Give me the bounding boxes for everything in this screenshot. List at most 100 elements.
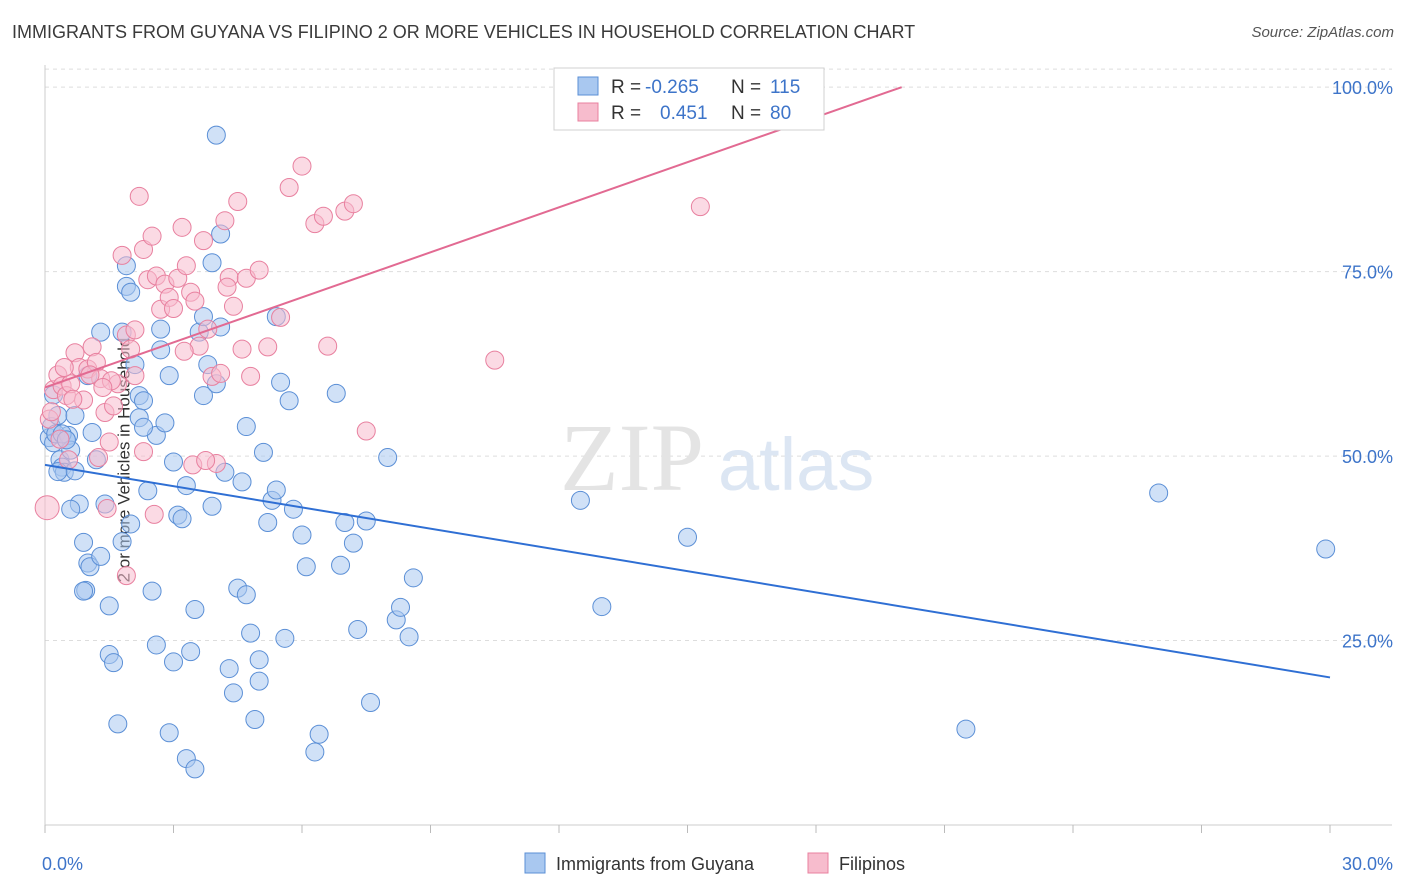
point-pink-41 [211, 363, 231, 383]
point-blue-108 [121, 514, 141, 534]
point-pink-42 [215, 211, 235, 231]
point-blue-56 [236, 585, 256, 605]
point-blue-107 [164, 652, 183, 672]
point-blue-43 [181, 642, 201, 662]
point-pink-58 [343, 194, 363, 214]
point-blue-20 [99, 596, 119, 616]
point-blue-73 [335, 512, 355, 532]
watermark-atlas: atlas [718, 423, 874, 506]
point-pink-65 [89, 448, 109, 468]
x-tick-label-1: 30.0% [1342, 854, 1393, 874]
point-blue-77 [361, 693, 381, 713]
point-blue-84 [202, 253, 222, 273]
point-pink-51 [271, 307, 291, 327]
point-blue-101 [1149, 483, 1169, 503]
point-blue-58 [245, 709, 265, 729]
point-pink-15 [99, 432, 119, 452]
stats-legend-n-label-blue: N = [731, 77, 761, 98]
point-blue-65 [271, 372, 291, 392]
point-blue-29 [134, 391, 154, 411]
stats-legend: R = -0.265 N = 115 R = 0.451 N = 80 [553, 67, 825, 131]
point-pink-45 [228, 192, 248, 212]
point-blue-62 [258, 512, 278, 532]
point-pink-62 [41, 402, 61, 422]
point-blue-81 [399, 627, 419, 647]
point-pink-49 [249, 260, 269, 280]
point-blue-57 [241, 623, 261, 643]
point-pink-76 [125, 320, 145, 340]
stats-legend-swatch-blue [577, 76, 599, 96]
point-blue-110 [279, 391, 299, 411]
stats-legend-n-value-blue: 115 [770, 77, 800, 98]
point-pink-0 [34, 495, 60, 521]
point-pink-35 [185, 291, 205, 311]
point-blue-37 [155, 413, 175, 433]
legend-swatch-filipinos [807, 852, 829, 874]
point-blue-89 [104, 653, 124, 673]
point-blue-113 [91, 546, 111, 566]
trend-line-blue [44, 463, 1331, 679]
point-blue-74 [343, 533, 363, 553]
trend-line-pink [44, 86, 902, 389]
point-blue-82 [403, 568, 423, 588]
point-blue-80 [391, 597, 411, 617]
series-filipinos-points [34, 156, 710, 586]
point-blue-90 [159, 723, 179, 743]
point-blue-96 [206, 125, 226, 145]
point-pink-77 [174, 341, 194, 361]
point-pink-21 [125, 366, 145, 386]
point-blue-67 [283, 499, 303, 519]
point-blue-46 [193, 386, 213, 406]
point-blue-106 [146, 635, 166, 655]
point-blue-112 [61, 499, 81, 519]
point-pink-48 [241, 366, 261, 386]
point-blue-52 [219, 659, 239, 679]
point-blue-99 [678, 527, 697, 547]
point-blue-60 [249, 650, 269, 670]
source-label: Source: ZipAtlas.com [1251, 24, 1394, 41]
stats-legend-n-value-pink: 80 [770, 103, 791, 124]
chart-title: IMMIGRANTS FROM GUYANA VS FILIPINO 2 OR … [12, 22, 916, 42]
point-blue-69 [296, 557, 316, 577]
stats-legend-r-label-pink: R = [611, 103, 641, 124]
y-tick-label-3: 100.0% [1332, 78, 1393, 98]
point-blue-78 [378, 448, 398, 468]
point-pink-64 [59, 450, 79, 470]
point-blue-102 [1316, 539, 1336, 559]
point-blue-64 [266, 480, 286, 500]
point-blue-85 [236, 417, 256, 437]
point-blue-33 [142, 581, 162, 601]
point-pink-23 [134, 239, 154, 259]
point-pink-69 [144, 504, 164, 524]
point-blue-72 [326, 383, 346, 403]
point-blue-114 [134, 417, 154, 437]
point-blue-59 [249, 671, 269, 691]
point-blue-100 [956, 719, 976, 739]
point-blue-32 [138, 481, 158, 501]
point-blue-76 [356, 511, 376, 531]
stats-legend-r-value-blue: -0.265 [645, 77, 699, 98]
point-blue-75 [348, 619, 368, 639]
point-blue-42 [176, 476, 196, 496]
point-blue-36 [151, 319, 171, 339]
point-blue-66 [275, 628, 295, 648]
point-blue-41 [172, 509, 192, 529]
point-pink-59 [356, 421, 376, 441]
point-blue-92 [185, 759, 205, 779]
point-pink-32 [172, 217, 192, 237]
point-pink-16 [104, 396, 124, 416]
legend-label-filipinos: Filipinos [839, 854, 905, 874]
stats-legend-box [553, 67, 825, 131]
legend-label-guyana: Immigrants from Guyana [556, 854, 755, 874]
point-pink-78 [217, 277, 237, 297]
trend-lines [44, 86, 1331, 679]
stats-legend-n-label-pink: N = [731, 103, 761, 124]
point-blue-13 [74, 532, 94, 552]
point-blue-95 [91, 322, 111, 342]
bottom-legend: Immigrants from Guyana Filipinos [524, 852, 905, 874]
point-blue-68 [292, 525, 312, 545]
point-blue-97 [570, 490, 590, 510]
point-blue-38 [159, 366, 179, 386]
point-blue-71 [309, 724, 329, 744]
y-tick-label-0: 25.0% [1342, 632, 1393, 652]
